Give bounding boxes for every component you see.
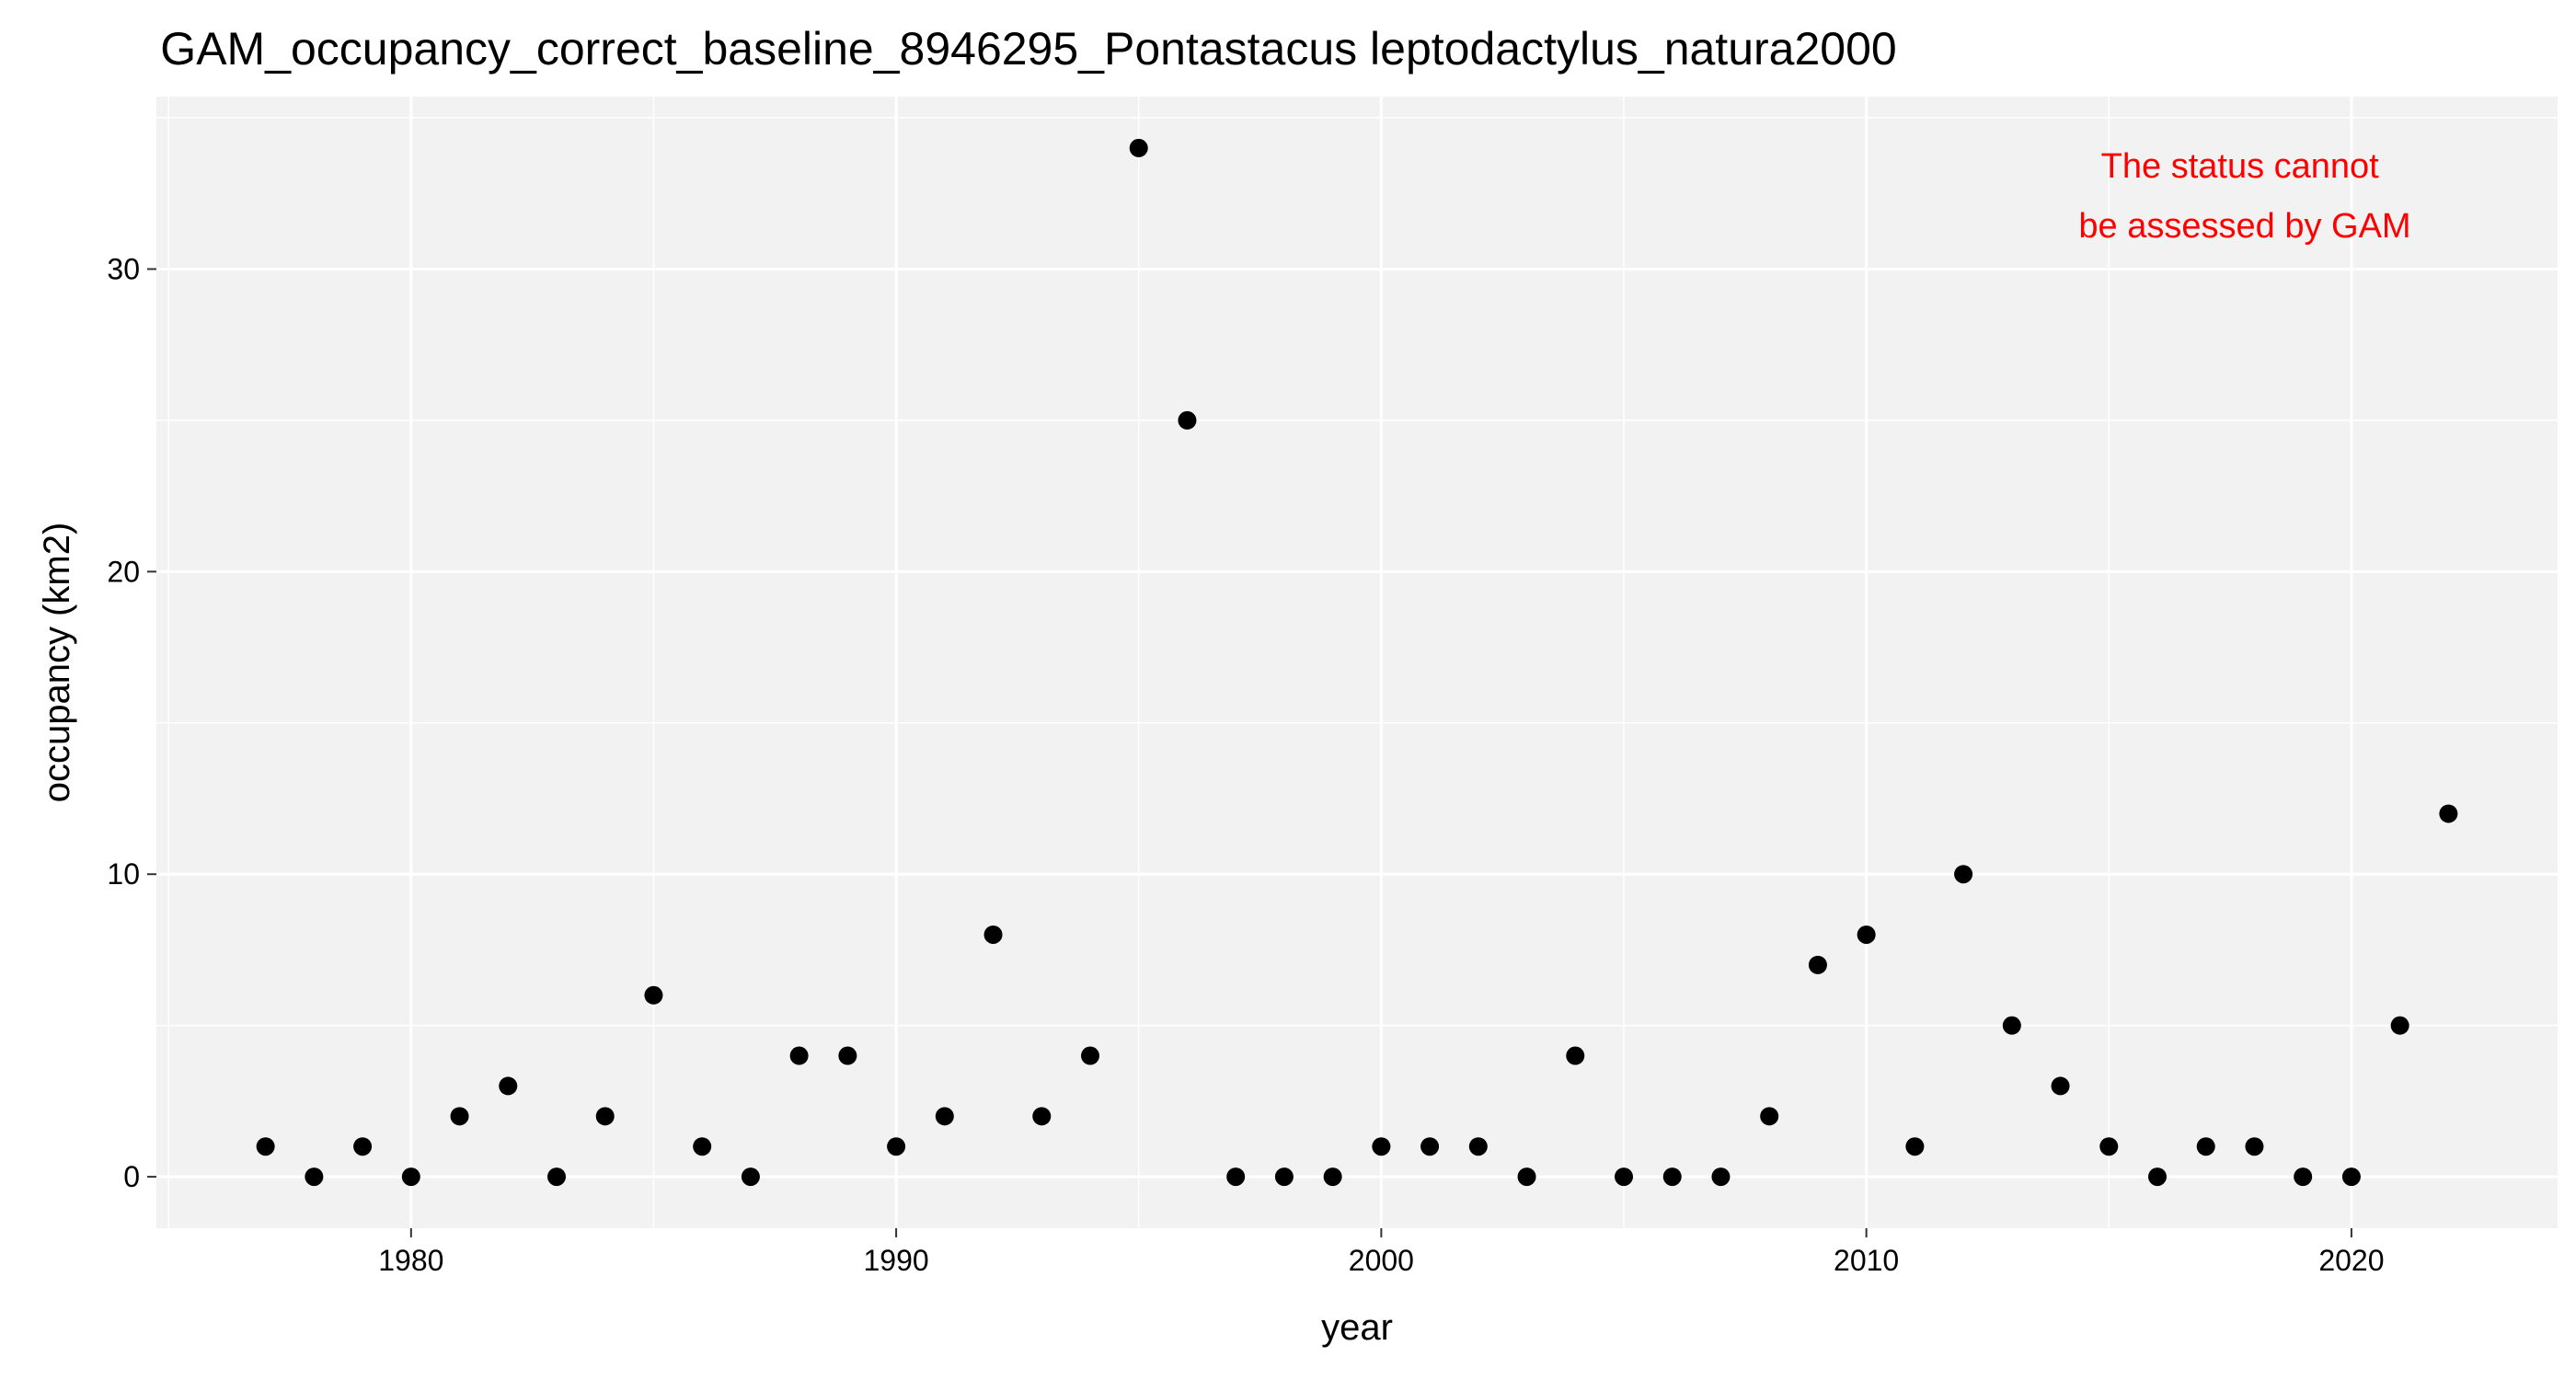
data-point bbox=[2196, 1137, 2215, 1156]
data-point bbox=[1081, 1046, 1099, 1065]
data-points bbox=[256, 138, 2458, 1187]
data-point bbox=[789, 1046, 809, 1065]
data-point bbox=[1760, 1107, 1779, 1126]
data-point bbox=[595, 1107, 615, 1126]
annotation-text: The status cannot be assessed by GAM bbox=[2078, 147, 2410, 246]
data-point bbox=[1857, 925, 1876, 944]
minor-grid bbox=[156, 97, 2558, 1228]
y-axis-ticks: 0 10 20 30 bbox=[107, 252, 156, 1193]
data-point bbox=[450, 1107, 469, 1126]
data-point bbox=[2294, 1167, 2313, 1187]
data-point bbox=[256, 1137, 275, 1156]
data-point bbox=[1566, 1046, 1585, 1065]
x-axis-title: year bbox=[1321, 1307, 1393, 1348]
x-tick-label: 2020 bbox=[2318, 1244, 2384, 1277]
data-point bbox=[499, 1076, 518, 1096]
y-tick-label: 0 bbox=[123, 1160, 140, 1193]
data-point bbox=[2341, 1167, 2361, 1187]
data-point bbox=[1905, 1137, 1925, 1156]
data-point bbox=[983, 925, 1003, 944]
data-point bbox=[2051, 1076, 2070, 1096]
data-point bbox=[887, 1137, 906, 1156]
y-tick-label: 10 bbox=[107, 857, 140, 891]
data-point bbox=[1517, 1167, 1536, 1187]
data-point bbox=[1372, 1137, 1391, 1156]
data-point bbox=[1178, 410, 1197, 430]
data-point bbox=[1226, 1167, 1246, 1187]
data-point bbox=[838, 1046, 857, 1065]
data-point bbox=[1954, 865, 1973, 884]
x-tick-label: 1990 bbox=[863, 1244, 928, 1277]
data-point bbox=[2245, 1137, 2264, 1156]
data-point bbox=[644, 985, 663, 1005]
data-point bbox=[741, 1167, 760, 1187]
annotation-line-2: be assessed by GAM bbox=[2078, 207, 2410, 246]
data-point bbox=[1420, 1137, 1440, 1156]
data-point bbox=[547, 1167, 566, 1187]
chart-title: GAM_occupancy_correct_baseline_8946295_P… bbox=[160, 23, 1896, 75]
y-tick-label: 20 bbox=[107, 555, 140, 588]
data-point bbox=[1032, 1107, 1052, 1126]
data-point bbox=[693, 1137, 712, 1156]
y-axis-title: occupancy (km2) bbox=[37, 523, 77, 803]
data-point bbox=[401, 1167, 420, 1187]
annotation-line-1: The status cannot bbox=[2101, 147, 2380, 186]
data-point bbox=[2002, 1016, 2021, 1035]
x-tick-label: 2010 bbox=[1834, 1244, 1899, 1277]
data-point bbox=[935, 1107, 954, 1126]
data-point bbox=[1615, 1167, 1633, 1187]
x-axis-ticks: 1980 1990 2000 2010 2020 bbox=[378, 1228, 2385, 1277]
data-point bbox=[1662, 1167, 1682, 1187]
x-tick-label: 1980 bbox=[378, 1244, 443, 1277]
data-point bbox=[1711, 1167, 1731, 1187]
data-point bbox=[1274, 1167, 1294, 1187]
data-point bbox=[2439, 804, 2458, 823]
data-point bbox=[2390, 1016, 2409, 1035]
data-point bbox=[1323, 1167, 1342, 1187]
data-point bbox=[2148, 1167, 2167, 1187]
data-point bbox=[2099, 1137, 2119, 1156]
y-tick-label: 30 bbox=[107, 252, 140, 285]
data-point bbox=[1468, 1137, 1488, 1156]
data-point bbox=[305, 1167, 324, 1187]
data-point bbox=[1129, 138, 1148, 157]
data-point bbox=[1808, 955, 1827, 974]
plot-panel bbox=[156, 97, 2558, 1228]
x-tick-label: 2000 bbox=[1349, 1244, 1414, 1277]
data-point bbox=[353, 1137, 373, 1156]
